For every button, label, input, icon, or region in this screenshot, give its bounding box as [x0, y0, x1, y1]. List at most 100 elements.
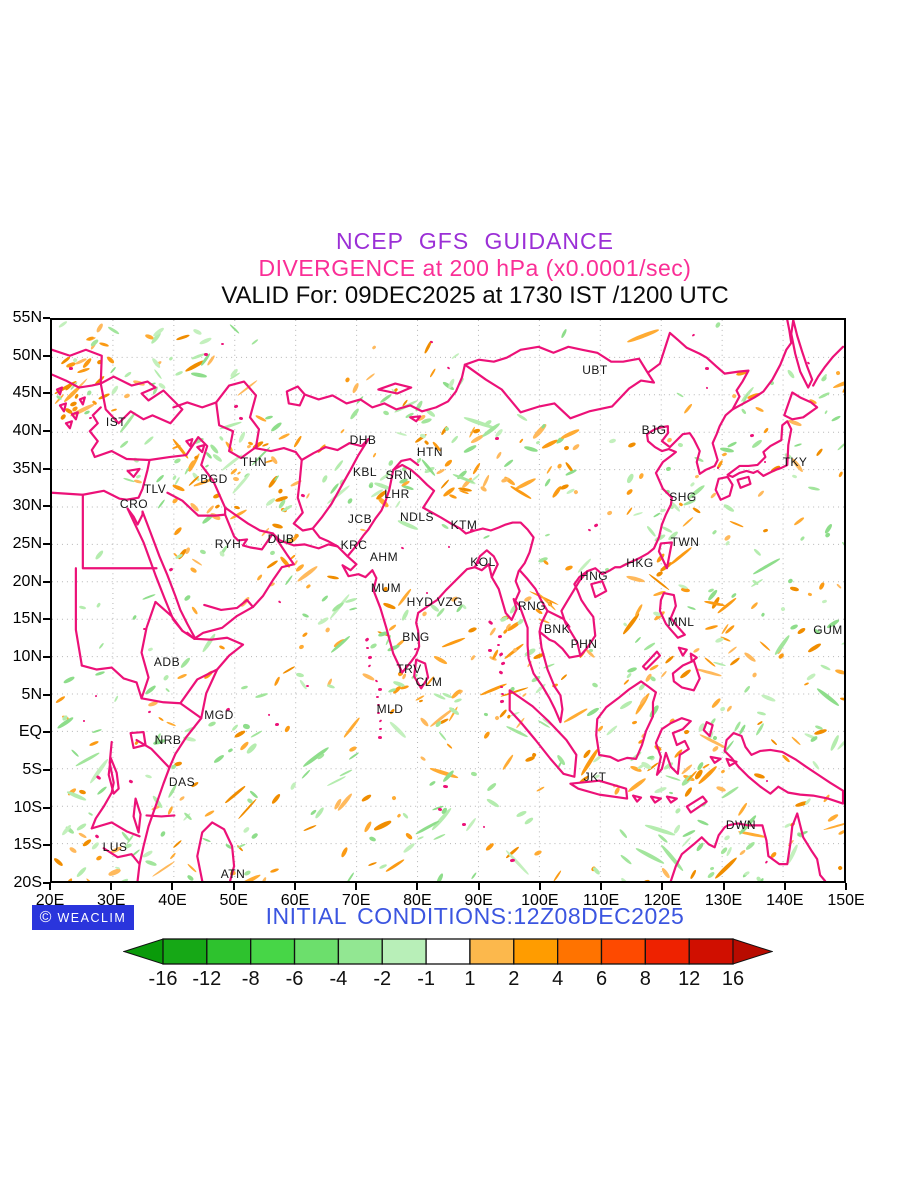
lat-tick-mark	[43, 392, 50, 395]
city-label-tky: TKY	[782, 455, 808, 469]
lon-tick-mark	[171, 883, 174, 890]
lon-tick-mark	[416, 883, 419, 890]
lon-tick-label: 140E	[766, 892, 804, 909]
city-label-lhr: LHR	[384, 487, 410, 501]
lat-tick-mark	[43, 618, 50, 621]
city-label-gum: GUM	[813, 623, 843, 637]
lon-tick-label: 70E	[341, 892, 371, 909]
lon-tick-label: 20E	[35, 892, 65, 909]
city-label-dwn: DWN	[725, 818, 757, 832]
colorbar-scale	[122, 938, 774, 965]
weaclim-logo: © WEACLIM	[32, 905, 134, 930]
city-label-ahm: AHM	[369, 550, 399, 564]
lon-tick-mark	[355, 883, 358, 890]
lon-tick-mark	[49, 883, 51, 890]
lon-tick-label: 110E	[582, 892, 620, 909]
lon-tick-label: 30E	[96, 892, 126, 909]
copyright-icon: ©	[39, 908, 52, 926]
city-label-bng: BNG	[402, 630, 430, 644]
city-label-tlv: TLV	[143, 482, 167, 496]
city-label-twn: TWN	[670, 535, 700, 549]
lon-tick-label: 100E	[521, 892, 559, 909]
city-label-vzg: VZG	[436, 595, 464, 609]
city-label-kbl: KBL	[352, 465, 378, 479]
colorbar-tick-label: 8	[639, 968, 651, 990]
lon-tick-label: 130E	[704, 892, 743, 909]
colorbar-tick-label: 1	[464, 968, 476, 990]
colorbar-tick-label: 16	[721, 968, 745, 990]
lat-tick-label: 20N	[12, 572, 42, 590]
city-label-shg: SHG	[669, 490, 697, 504]
lon-tick-label: 90E	[464, 892, 493, 909]
city-label-rng: RNG	[517, 599, 547, 613]
colorbar-tick-label: 4	[552, 968, 564, 990]
lat-tick-label: 50N	[12, 346, 42, 364]
lat-tick-label: 20S	[13, 874, 42, 891]
lon-tick-mark	[293, 883, 296, 890]
colorbar-tick-label: -8	[241, 968, 260, 990]
lon-tick-label: 150E	[827, 892, 865, 909]
lon-tick-label: 40E	[158, 892, 187, 909]
city-label-dub: DUB	[267, 532, 295, 546]
colorbar-tick-label: -4	[329, 968, 348, 990]
lon-tick-label: 50E	[219, 892, 248, 909]
lon-tick-mark	[110, 883, 113, 890]
city-label-ryh: RYH	[214, 537, 242, 551]
city-label-atn: ATN	[220, 867, 246, 881]
lon-tick-mark	[783, 883, 786, 890]
colorbar: -16 -12 -8 -6 -4 -2 -1 1 2 4 6 8 12 16	[122, 938, 774, 996]
lon-tick-mark	[477, 883, 480, 890]
colorbar-tick-label: -6	[285, 968, 304, 990]
title-block: NCEP GFS GUIDANCE DIVERGENCE at 200 hPa …	[50, 228, 900, 311]
city-label-das: DAS	[168, 775, 196, 789]
lat-tick-mark	[43, 580, 50, 583]
city-label-phn: PHN	[570, 637, 598, 651]
colorbar-tick-label: -1	[417, 968, 435, 990]
colorbar-tick-label: -16	[148, 968, 178, 990]
lat-tick-mark	[43, 693, 50, 696]
lat-tick-mark	[43, 844, 50, 847]
lat-tick-label: EQ	[18, 723, 42, 741]
city-label-adb: ADB	[153, 655, 181, 669]
colorbar-tick-label: 6	[595, 968, 608, 990]
city-label-krc: KRC	[340, 538, 368, 552]
city-label-ist: IST	[105, 415, 127, 429]
lon-tick-label: 60E	[280, 892, 310, 909]
lat-tick-mark	[43, 543, 50, 545]
lon-tick-mark	[600, 883, 603, 890]
city-label-hkg: HKG	[626, 556, 654, 570]
city-label-dhb: DHB	[349, 433, 377, 447]
city-label-lus: LUS	[102, 840, 128, 854]
map-plot-area: IST THN BGD TLV CRO RYH DUB ADB MGD NRB DAS LUS ATN D…	[50, 318, 846, 883]
lat-tick-mark	[43, 430, 50, 432]
lat-tick-label: 5N	[21, 685, 42, 703]
colorbar-tick-label: 12	[678, 968, 701, 990]
city-label-srn: SRN	[385, 468, 413, 482]
lat-tick-label: 45N	[12, 384, 42, 402]
lon-tick-label: 120E	[643, 892, 681, 909]
city-label-bnk: BNK	[543, 622, 571, 636]
city-label-cro: CRO	[119, 497, 149, 511]
city-label-jcb: JCB	[347, 512, 373, 526]
city-label-mum: MUM	[370, 581, 402, 595]
city-label-ubt: UBT	[582, 363, 608, 377]
lon-tick-mark	[661, 883, 664, 890]
lat-tick-mark	[43, 467, 50, 470]
city-label-htn: HTN	[416, 445, 444, 459]
lat-tick-label: 15N	[12, 610, 42, 628]
city-label-mld: MLD	[376, 702, 404, 716]
city-label-thn: THN	[240, 455, 268, 469]
lat-tick-label: 10S	[13, 798, 42, 816]
city-label-mgd: MGD	[204, 708, 234, 722]
city-label-mnl: MNL	[667, 615, 695, 629]
lon-tick-label: 80E	[403, 892, 432, 909]
lat-tick-mark	[43, 882, 50, 884]
title-model: NCEP GFS GUIDANCE	[336, 228, 614, 254]
lat-tick-mark	[43, 656, 50, 658]
city-label-ktm: KTM	[450, 518, 478, 532]
city-label-trv: TRV	[396, 662, 422, 676]
colorbar-tick-label: -12	[192, 968, 222, 990]
city-label-hyd: HYD	[406, 595, 434, 609]
city-label-jkt: JKT	[583, 770, 607, 784]
